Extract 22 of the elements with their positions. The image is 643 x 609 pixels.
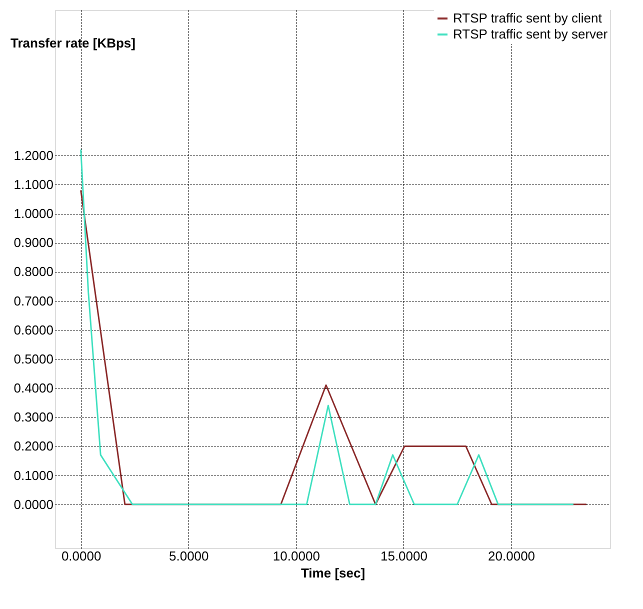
x-tick-label: 10.0000 — [272, 548, 320, 564]
legend-label: RTSP traffic sent by client — [453, 10, 602, 26]
y-tick-label: 0.4000 — [14, 380, 54, 396]
y-tick-label: 1.2000 — [14, 148, 54, 163]
y-tick-label: 0.7000 — [14, 293, 54, 308]
y-tick-label: 1.0000 — [14, 206, 54, 222]
y-tick-label: 0.3000 — [14, 410, 54, 425]
y-tick-label: 0.2000 — [14, 438, 54, 454]
x-tick-label: 5.0000 — [168, 548, 209, 564]
y-tick-label: 0.1000 — [14, 468, 54, 483]
y-tick-label: 0.0000 — [14, 496, 54, 512]
y-tick-label: 0.6000 — [14, 322, 54, 338]
x-tick-label: 20.0000 — [488, 548, 536, 564]
y-tick-label: 0.9000 — [14, 235, 54, 250]
x-tick-label: 0.0000 — [61, 548, 102, 564]
x-axis-title: Time [sec] — [300, 566, 366, 580]
x-tick-label: 15.0000 — [380, 548, 428, 564]
y-axis-title: Transfer rate [KBps] — [10, 36, 136, 50]
y-tick-label: 0.8000 — [14, 264, 54, 280]
y-tick-label: 1.1000 — [14, 176, 54, 192]
legend-label: RTSP traffic sent by server — [453, 26, 608, 42]
y-tick-label: 0.5000 — [14, 351, 54, 366]
